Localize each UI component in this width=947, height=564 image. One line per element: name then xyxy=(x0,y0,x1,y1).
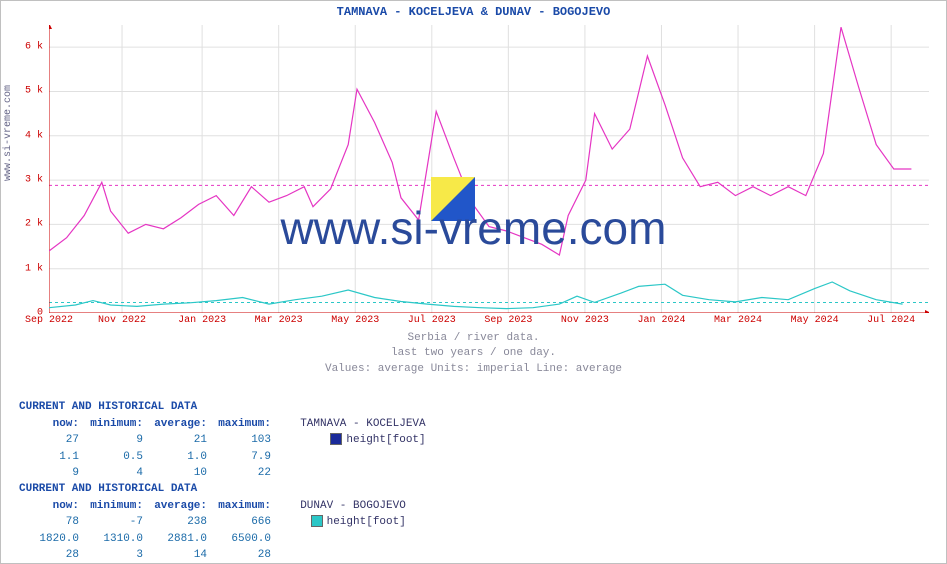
data-table: now:minimum:average:maximum: TAMNAVA - K… xyxy=(19,416,430,482)
x-tick-label: Sep 2023 xyxy=(484,315,532,326)
data-table: now:minimum:average:maximum: DUNAV - BOG… xyxy=(19,498,410,564)
subtitle-line: last two years / one day. xyxy=(1,346,946,361)
chart-title: TAMNAVA - KOCELJEVA & DUNAV - BOGOJEVO xyxy=(1,1,946,19)
x-tick-label: Jan 2023 xyxy=(178,315,226,326)
data-cell: 9 xyxy=(19,465,83,482)
data-cell: 28 xyxy=(19,547,83,564)
data-cell: 28 xyxy=(211,547,275,564)
chart-plot-area xyxy=(49,25,929,313)
x-tick-label: Mar 2023 xyxy=(255,315,303,326)
data-cell: 78 xyxy=(19,514,83,531)
chart-subtitle: Serbia / river data. last two years / on… xyxy=(1,331,946,377)
y-tick-label: 6 k xyxy=(25,42,43,53)
data-cell: 0.5 xyxy=(83,449,147,466)
x-tick-label: May 2024 xyxy=(791,315,839,326)
subtitle-line: Values: average Units: imperial Line: av… xyxy=(1,362,946,377)
x-tick-label: Mar 2024 xyxy=(714,315,762,326)
col-header: now: xyxy=(19,416,83,433)
y-tick-label: 5 k xyxy=(25,86,43,97)
y-tick-label: 2 k xyxy=(25,219,43,230)
col-header: maximum: xyxy=(211,498,275,515)
data-cell: 1.0 xyxy=(147,449,211,466)
data-cell: 14 xyxy=(147,547,211,564)
x-tick-label: Jul 2024 xyxy=(867,315,915,326)
chart-container: TAMNAVA - KOCELJEVA & DUNAV - BOGOJEVO w… xyxy=(0,0,947,564)
x-tick-label: Jul 2023 xyxy=(408,315,456,326)
data-cell: 21 xyxy=(147,432,211,449)
x-tick-label: Nov 2022 xyxy=(98,315,146,326)
x-tick-label: Sep 2022 xyxy=(25,315,73,326)
data-cell: 1.1 xyxy=(19,449,83,466)
y-tick-label: 1 k xyxy=(25,263,43,274)
data-cell: 1310.0 xyxy=(83,531,147,548)
col-header: maximum: xyxy=(211,416,275,433)
y-axis-site-label: www.si-vreme.com xyxy=(3,85,14,181)
data-cell: 9 xyxy=(83,432,147,449)
x-axis-labels: Sep 2022Nov 2022Jan 2023Mar 2023May 2023… xyxy=(49,315,929,329)
col-header: minimum: xyxy=(83,498,147,515)
x-tick-label: Jan 2024 xyxy=(637,315,685,326)
data-cell: -7 xyxy=(83,514,147,531)
subtitle-line: Serbia / river data. xyxy=(1,331,946,346)
data-cell: 103 xyxy=(211,432,275,449)
series-label: TAMNAVA - KOCELJEVA xyxy=(275,416,430,433)
data-cell: 10 xyxy=(147,465,211,482)
data-cell: 3 xyxy=(83,547,147,564)
metric-label: height[foot] xyxy=(275,432,430,449)
data-section-1: CURRENT AND HISTORICAL DATAnow:minimum:a… xyxy=(19,399,430,482)
x-tick-label: Nov 2023 xyxy=(561,315,609,326)
data-section-header: CURRENT AND HISTORICAL DATA xyxy=(19,481,410,498)
y-tick-label: 4 k xyxy=(25,130,43,141)
data-cell: 27 xyxy=(19,432,83,449)
y-axis-labels: 01 k2 k3 k4 k5 k6 k xyxy=(19,25,45,313)
data-cell: 666 xyxy=(211,514,275,531)
data-section-header: CURRENT AND HISTORICAL DATA xyxy=(19,399,430,416)
data-cell: 4 xyxy=(83,465,147,482)
data-cell: 238 xyxy=(147,514,211,531)
x-tick-label: May 2023 xyxy=(331,315,379,326)
color-swatch-icon xyxy=(330,433,342,445)
metric-label: height[foot] xyxy=(275,514,410,531)
col-header: average: xyxy=(147,416,211,433)
data-cell: 7.9 xyxy=(211,449,275,466)
data-cell: 22 xyxy=(211,465,275,482)
data-cell: 2881.0 xyxy=(147,531,211,548)
col-header: minimum: xyxy=(83,416,147,433)
col-header: now: xyxy=(19,498,83,515)
series-label: DUNAV - BOGOJEVO xyxy=(275,498,410,515)
watermark-logo-icon xyxy=(431,177,475,221)
data-cell: 1820.0 xyxy=(19,531,83,548)
col-header: average: xyxy=(147,498,211,515)
y-tick-label: 3 k xyxy=(25,175,43,186)
data-section-2: CURRENT AND HISTORICAL DATAnow:minimum:a… xyxy=(19,481,410,564)
data-cell: 6500.0 xyxy=(211,531,275,548)
color-swatch-icon xyxy=(311,515,323,527)
